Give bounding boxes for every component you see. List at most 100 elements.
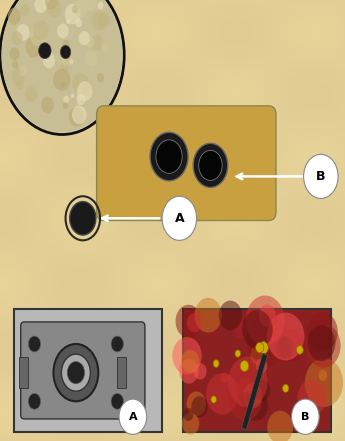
Circle shape xyxy=(191,396,208,417)
Bar xyxy=(19,357,28,388)
Circle shape xyxy=(69,59,73,64)
Circle shape xyxy=(182,412,199,434)
Circle shape xyxy=(259,304,276,326)
Circle shape xyxy=(101,42,109,52)
Circle shape xyxy=(61,354,90,391)
Circle shape xyxy=(53,344,98,401)
Circle shape xyxy=(306,324,341,368)
Circle shape xyxy=(19,66,27,76)
Circle shape xyxy=(53,69,70,91)
FancyBboxPatch shape xyxy=(21,322,145,419)
Circle shape xyxy=(247,313,288,366)
Circle shape xyxy=(39,43,51,59)
Circle shape xyxy=(26,86,37,102)
Circle shape xyxy=(33,20,49,41)
Circle shape xyxy=(73,0,88,18)
Circle shape xyxy=(240,360,249,372)
Circle shape xyxy=(256,342,264,353)
Circle shape xyxy=(85,51,98,67)
Circle shape xyxy=(241,392,250,404)
Circle shape xyxy=(43,53,55,68)
Circle shape xyxy=(17,24,30,41)
Circle shape xyxy=(57,23,69,38)
Circle shape xyxy=(195,298,222,333)
Circle shape xyxy=(234,370,261,405)
Circle shape xyxy=(81,0,97,11)
Circle shape xyxy=(67,362,85,384)
Circle shape xyxy=(47,0,61,17)
Circle shape xyxy=(72,73,89,94)
Circle shape xyxy=(206,373,238,415)
Circle shape xyxy=(150,132,188,181)
Circle shape xyxy=(172,337,202,374)
Circle shape xyxy=(77,94,86,105)
Circle shape xyxy=(26,36,42,57)
Circle shape xyxy=(11,31,22,45)
Circle shape xyxy=(111,393,124,409)
Circle shape xyxy=(269,314,277,325)
Circle shape xyxy=(267,313,304,360)
Circle shape xyxy=(297,380,326,416)
Circle shape xyxy=(70,202,96,235)
Circle shape xyxy=(219,301,242,330)
Circle shape xyxy=(12,60,18,68)
Circle shape xyxy=(2,0,122,132)
Circle shape xyxy=(98,12,110,27)
Circle shape xyxy=(66,19,70,24)
Circle shape xyxy=(259,342,268,354)
Circle shape xyxy=(97,73,104,82)
Circle shape xyxy=(41,97,54,113)
Circle shape xyxy=(92,11,107,30)
Circle shape xyxy=(34,0,47,13)
Circle shape xyxy=(307,325,335,361)
Circle shape xyxy=(250,345,266,365)
Circle shape xyxy=(229,378,262,420)
Circle shape xyxy=(235,350,241,357)
Circle shape xyxy=(156,140,182,173)
Circle shape xyxy=(30,25,47,46)
Circle shape xyxy=(86,37,94,48)
Circle shape xyxy=(244,390,268,421)
Circle shape xyxy=(63,102,68,109)
Circle shape xyxy=(28,336,41,352)
Circle shape xyxy=(242,310,273,349)
Circle shape xyxy=(43,0,57,8)
Circle shape xyxy=(79,31,90,45)
Circle shape xyxy=(254,380,270,401)
Circle shape xyxy=(221,373,228,382)
Circle shape xyxy=(17,81,23,90)
Circle shape xyxy=(187,392,206,416)
Circle shape xyxy=(34,29,43,41)
Circle shape xyxy=(72,105,87,124)
Circle shape xyxy=(97,2,104,10)
Circle shape xyxy=(63,96,69,103)
Circle shape xyxy=(61,82,66,88)
Circle shape xyxy=(193,143,228,187)
Circle shape xyxy=(276,336,294,358)
Circle shape xyxy=(296,345,303,354)
Text: B: B xyxy=(301,412,309,422)
Circle shape xyxy=(28,393,41,409)
Circle shape xyxy=(187,313,202,333)
Circle shape xyxy=(267,411,293,441)
Circle shape xyxy=(234,322,247,338)
Text: A: A xyxy=(175,212,184,225)
Circle shape xyxy=(71,93,74,98)
Circle shape xyxy=(40,47,50,59)
Circle shape xyxy=(8,7,21,25)
Circle shape xyxy=(44,0,58,6)
Bar xyxy=(14,309,162,432)
Circle shape xyxy=(65,4,81,24)
Circle shape xyxy=(279,329,304,362)
Circle shape xyxy=(228,357,267,407)
Circle shape xyxy=(20,4,30,16)
Bar xyxy=(117,357,126,388)
Circle shape xyxy=(69,107,84,127)
Circle shape xyxy=(213,360,219,367)
Circle shape xyxy=(278,345,290,361)
FancyBboxPatch shape xyxy=(97,106,276,220)
Circle shape xyxy=(246,295,285,345)
Circle shape xyxy=(305,358,343,407)
Circle shape xyxy=(91,35,104,51)
Circle shape xyxy=(62,57,69,66)
